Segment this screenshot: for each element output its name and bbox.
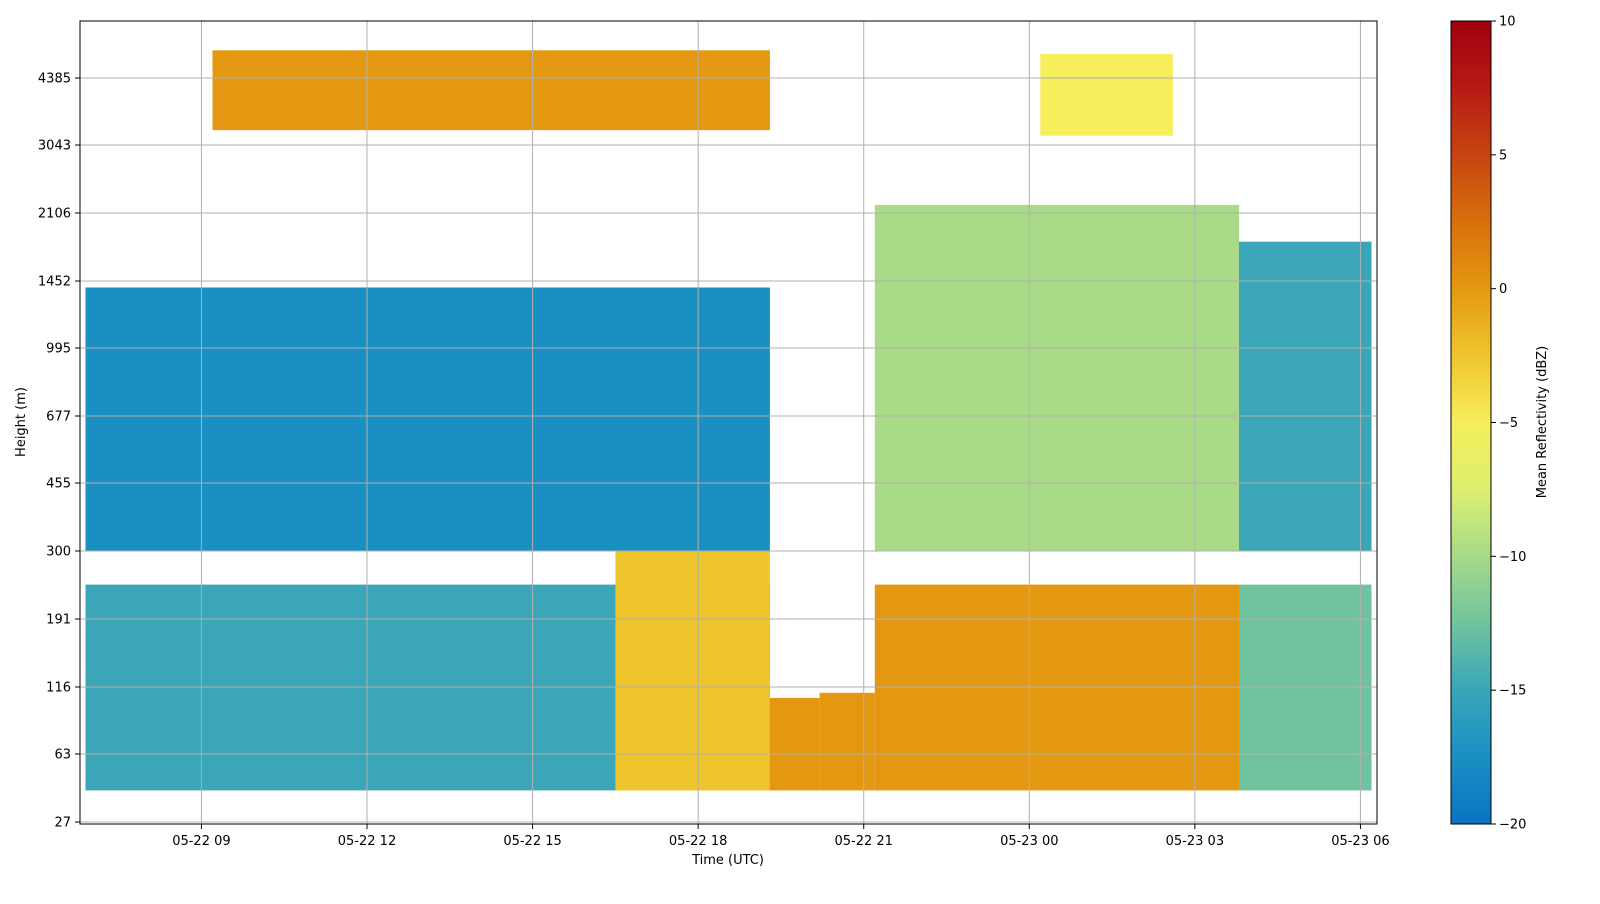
y-tick-label: 4385: [38, 72, 71, 87]
x-axis-ticks: 05-22 09 05-22 12 05-22 15 05-22 18 05-22 21…: [172, 824, 1390, 849]
heatmap-region-2: [615, 551, 770, 791]
gridlines: [80, 21, 1377, 824]
x-tick-label: 05-23 03: [1166, 834, 1224, 849]
x-tick-label: 05-23 06: [1331, 834, 1389, 849]
colorbar-tick-label: −5: [1499, 416, 1518, 431]
y-axis-ticks: 27 63 116 191 300 455 677 995 1452 2106 3043 4385: [38, 72, 80, 831]
y-tick-label: 677: [46, 410, 71, 425]
heatmap-region-1: [85, 287, 770, 551]
x-tick-label: 05-22 18: [669, 834, 727, 849]
y-tick-label: 191: [46, 613, 71, 628]
y-tick-label: 2106: [38, 207, 71, 222]
x-tick-label: 05-22 12: [338, 834, 396, 849]
x-axis-label: Time (UTC): [691, 853, 764, 868]
colorbar-tick-label: 5: [1499, 148, 1507, 163]
y-tick-label: 63: [54, 748, 71, 763]
colorbar-tick-label: −15: [1499, 684, 1526, 699]
x-tick-label: 05-22 09: [172, 834, 230, 849]
y-tick-label: 27: [54, 816, 71, 831]
y-tick-label: 995: [46, 342, 71, 357]
colorbar-tick-label: 10: [1499, 15, 1516, 30]
colorbar-tick-label: −10: [1499, 550, 1526, 565]
y-tick-label: 3043: [38, 139, 71, 154]
plot-frame: [79, 20, 1378, 825]
y-tick-label: 300: [46, 545, 71, 560]
heatmap-region-4: [769, 697, 820, 791]
y-tick-label: 1452: [38, 275, 71, 290]
x-tick-label: 05-22 21: [834, 834, 892, 849]
colorbar-label: Mean Reflectivity (dBZ): [1535, 346, 1550, 499]
heatmap-region-3: [212, 50, 770, 131]
y-axis-label: Height (m): [14, 387, 29, 457]
heatmap-region-10: [1239, 241, 1372, 551]
x-tick-label: 05-22 15: [503, 834, 561, 849]
heatmap-region-8: [1040, 53, 1173, 136]
y-tick-label: 116: [46, 681, 71, 696]
x-tick-label: 05-23 00: [1000, 834, 1058, 849]
colorbar-tick-label: −20: [1499, 818, 1526, 833]
colorbar-tick-label: 0: [1499, 282, 1507, 297]
heatmap-region-5: [819, 692, 875, 791]
colorbar-ticks: 10 5 0 −5 −10 −15 −20: [1491, 15, 1526, 833]
y-tick-label: 455: [46, 477, 71, 492]
heatmap-region-7: [874, 204, 1240, 551]
colorbar: [1450, 20, 1492, 825]
